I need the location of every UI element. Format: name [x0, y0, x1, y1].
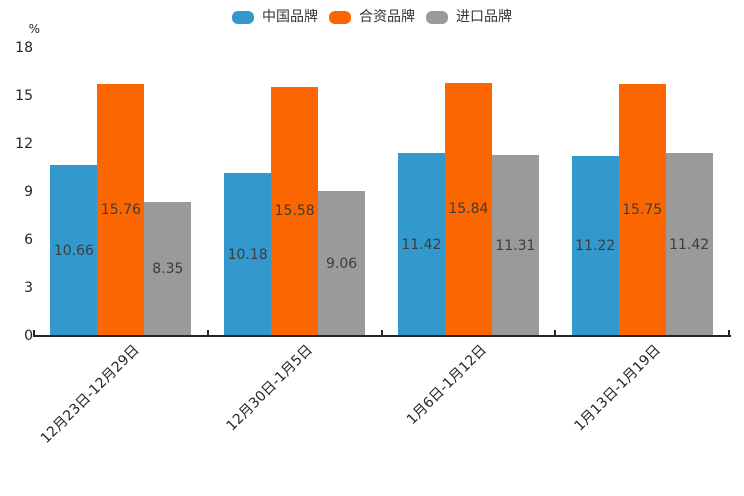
bar-value-label: 9.06 — [326, 255, 358, 272]
bar — [491, 155, 539, 336]
bar — [318, 191, 366, 336]
legend-label: 中国品牌 — [262, 9, 318, 25]
bar — [144, 202, 192, 336]
bar-value-label: 15.58 — [274, 203, 315, 220]
x-axis-tick — [728, 330, 730, 336]
bar — [571, 156, 619, 336]
y-axis-tick-label: 15 — [15, 88, 33, 104]
legend-marker — [426, 10, 448, 24]
bar-value-label: 15.76 — [100, 201, 141, 218]
bar-value-label: 8.35 — [152, 261, 184, 278]
bar — [271, 86, 319, 336]
x-axis-tick — [33, 330, 35, 336]
legend-item-2[interactable]: 进口品牌 — [426, 9, 512, 25]
x-axis-tick — [380, 330, 383, 336]
legend-label: 合资品牌 — [359, 9, 415, 25]
y-axis-tick-label: 3 — [24, 280, 33, 296]
bar — [618, 84, 666, 336]
x-axis-tick — [554, 330, 557, 336]
y-axis-tick-label: 0 — [24, 328, 33, 344]
bar — [444, 82, 492, 336]
x-axis-tick-label: 12月30日-1月5日 — [223, 342, 316, 435]
x-axis-line — [33, 335, 731, 337]
legend-label: 进口品牌 — [456, 9, 512, 25]
y-axis-tick-label: 6 — [24, 232, 33, 248]
y-axis-unit-label: % — [28, 22, 40, 36]
bar-value-label: 10.18 — [227, 246, 268, 263]
bar — [665, 153, 713, 336]
bar — [97, 83, 145, 336]
y-axis-tick-label: 9 — [24, 184, 33, 200]
legend: 中国品牌 合资品牌 进口品牌 — [0, 9, 744, 25]
x-axis-tick-label: 12月23日-12月29日 — [37, 342, 143, 447]
bar-value-label: 11.22 — [575, 238, 616, 255]
bar-value-label: 15.84 — [448, 201, 489, 218]
bar — [50, 165, 98, 336]
bar-value-label: 11.42 — [669, 236, 710, 253]
y-axis-tick-label: 18 — [15, 40, 33, 56]
y-axis-tick-label: 12 — [15, 136, 33, 152]
bar-value-label: 15.75 — [622, 202, 663, 218]
legend-marker — [232, 10, 254, 24]
legend-item-0[interactable]: 中国品牌 — [232, 9, 318, 25]
legend-marker — [329, 10, 351, 24]
legend-item-1[interactable]: 合资品牌 — [329, 9, 415, 25]
bar-value-label: 11.42 — [401, 236, 442, 253]
bar — [397, 153, 445, 336]
x-axis-tick — [206, 330, 209, 336]
bar — [224, 173, 272, 336]
bar-value-label: 10.66 — [53, 242, 94, 259]
x-axis-tick-label: 1月13日-1月19日 — [571, 342, 664, 435]
bar-value-label: 11.31 — [495, 237, 536, 254]
x-axis-tick-label: 1月6日-1月12日 — [403, 342, 490, 428]
